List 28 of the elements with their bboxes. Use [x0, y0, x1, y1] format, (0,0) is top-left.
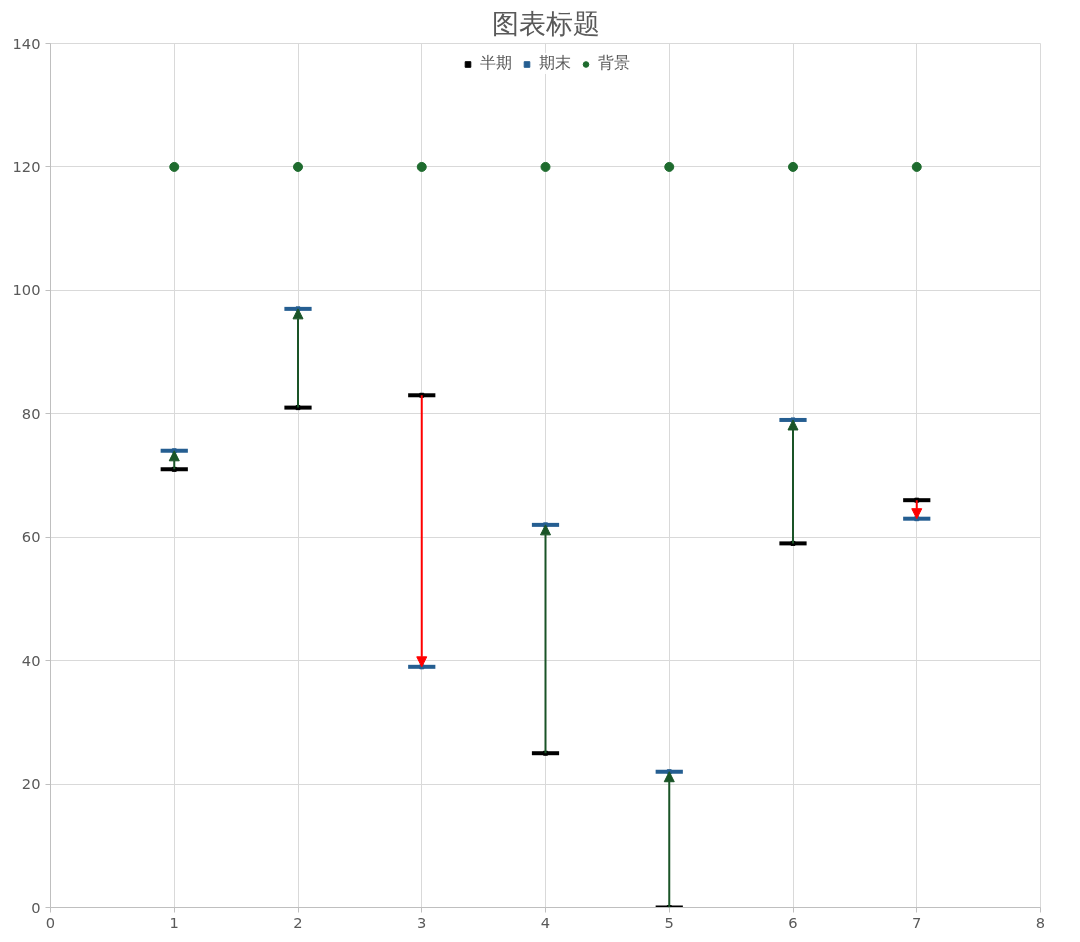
point: [788, 161, 798, 172]
point: [664, 161, 675, 172]
chart-title: 图表标题: [491, 7, 600, 39]
x-tick-label: 2: [293, 913, 303, 931]
x-tick-label: 8: [1035, 913, 1046, 931]
x-tick-label: 0: [45, 913, 56, 931]
x-tick-label: 5: [664, 913, 674, 931]
y-tick-label: 0: [31, 898, 41, 916]
legend-label: 期末: [538, 53, 571, 74]
x-tick-label: 4: [540, 913, 551, 931]
point: [911, 161, 922, 172]
legend-label: 半期: [479, 53, 512, 74]
x-tick-label: 7: [912, 913, 922, 931]
point: [416, 161, 427, 172]
y-tick-label: 20: [21, 775, 41, 793]
point: [169, 161, 180, 172]
y-tick-label: 120: [12, 157, 41, 175]
x-tick-label: 3: [417, 913, 427, 931]
y-tick-label: 100: [12, 281, 41, 299]
point: [540, 161, 551, 172]
y-tick-label: 60: [21, 528, 41, 546]
x-tick-label: 1: [169, 913, 179, 931]
point: [293, 161, 303, 172]
y-tick-label: 40: [21, 651, 41, 669]
x-tick-label: 6: [788, 913, 798, 931]
legend-label: 背景: [597, 53, 630, 74]
y-tick-label: 140: [12, 34, 41, 52]
y-tick-label: 80: [21, 404, 41, 422]
